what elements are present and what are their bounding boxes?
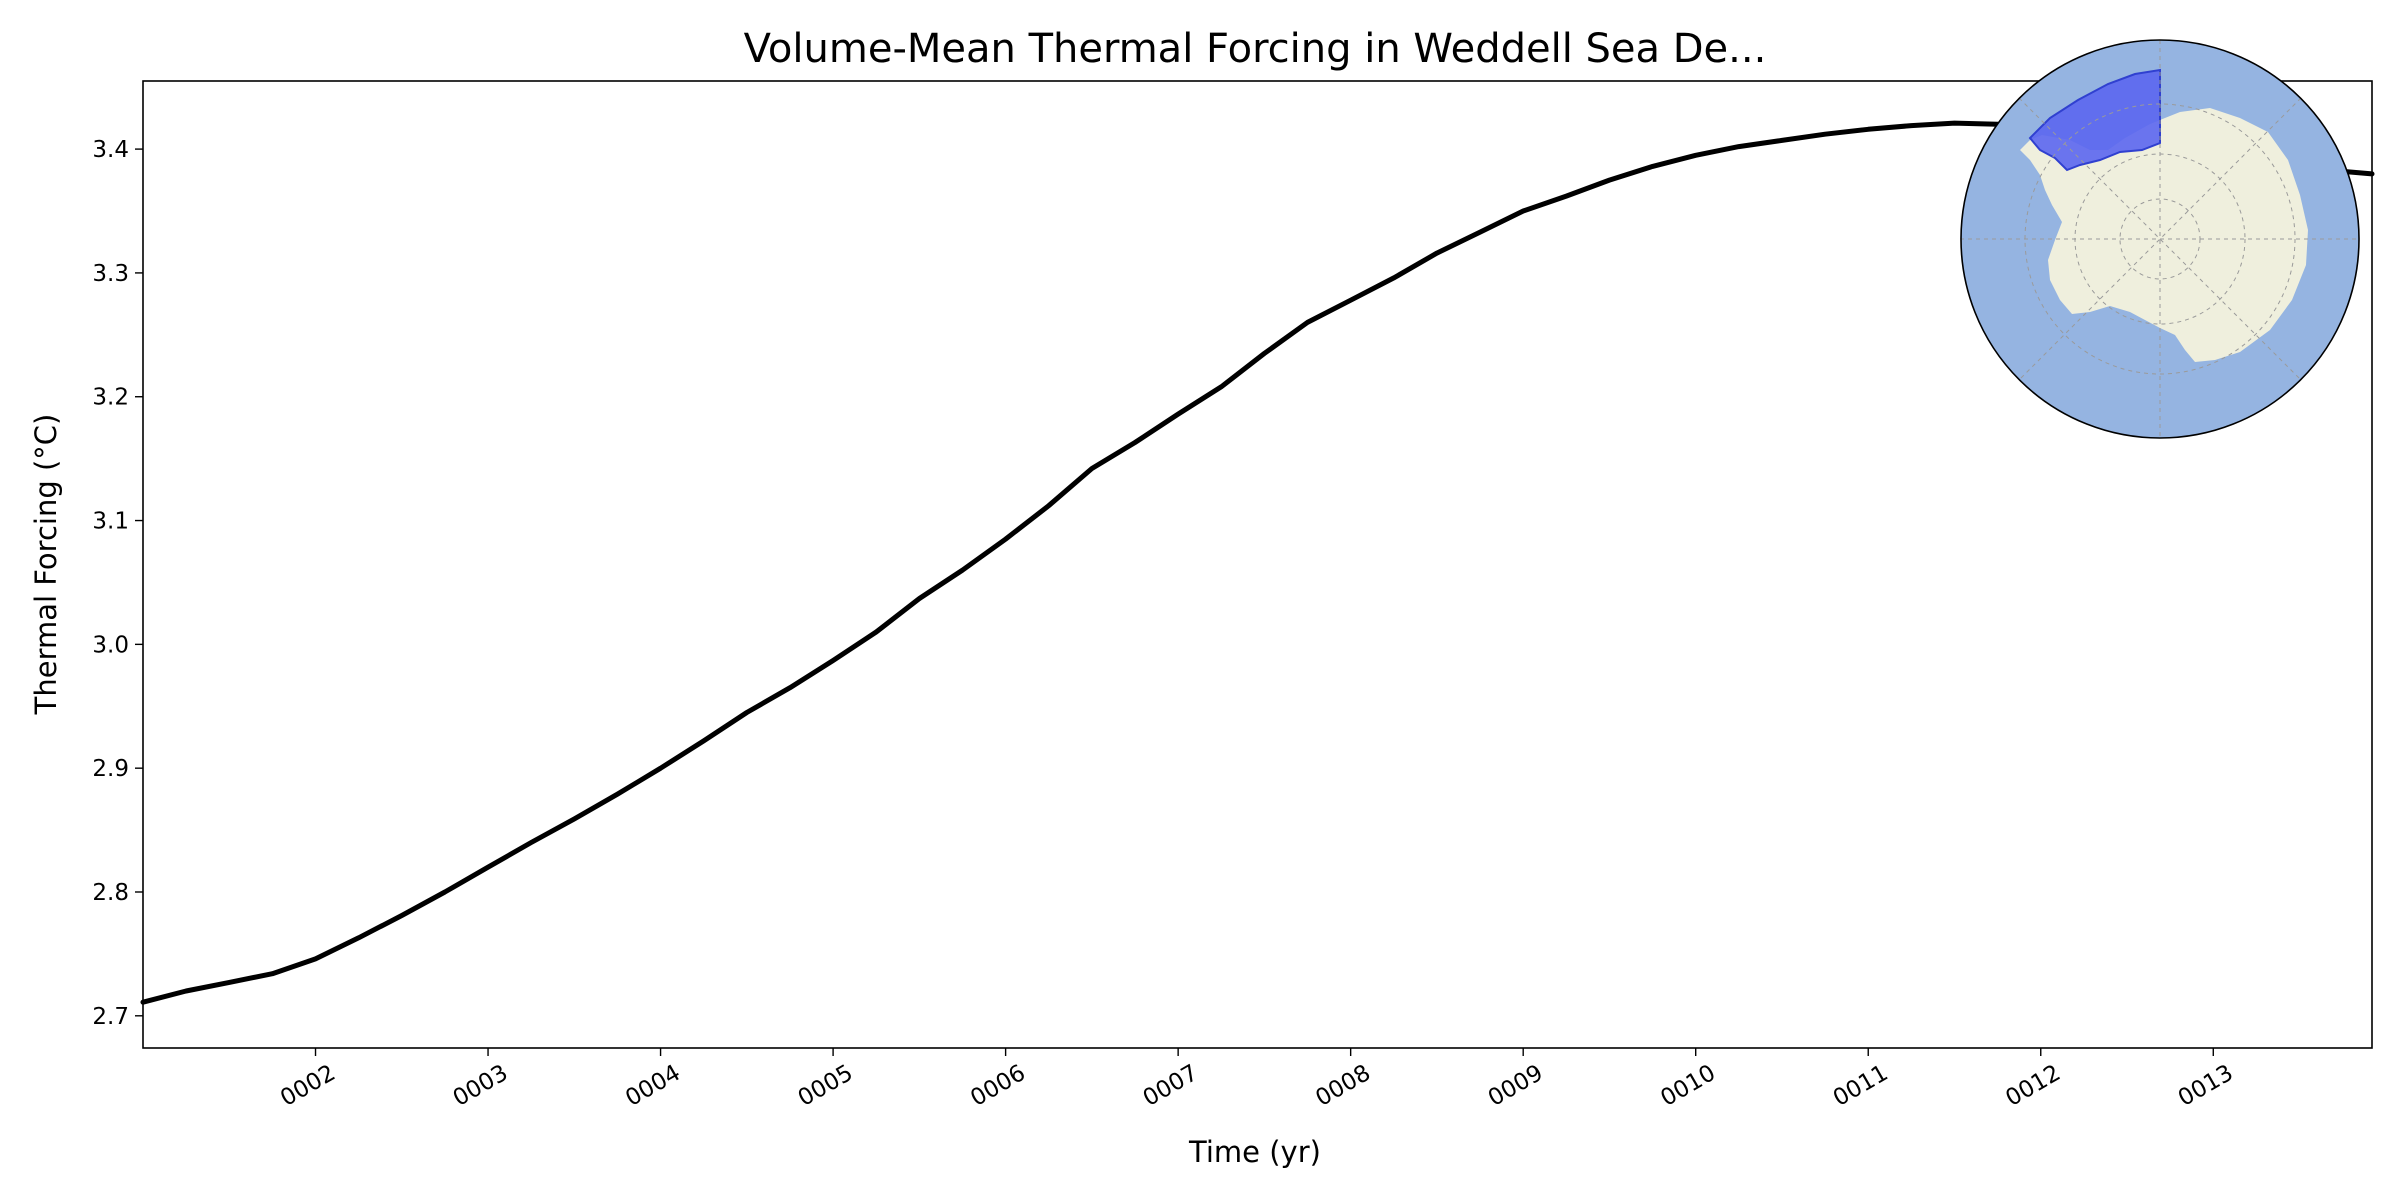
y-tick-label: 3.3 [92,261,129,287]
x-tick-label: 0009 [1484,1060,1548,1112]
y-tick-label: 3.0 [92,632,129,658]
y-tick-label: 2.9 [92,756,129,782]
x-tick-label: 0013 [2174,1060,2238,1112]
weddell-sea-region [2028,68,2161,172]
y-axis-label: Thermal Forcing (°C) [29,414,63,716]
x-tick-label: 0006 [966,1060,1030,1112]
x-tick-label: 0008 [1311,1060,1375,1112]
x-tick-label: 0002 [276,1060,340,1112]
x-tick-label: 0004 [621,1060,685,1112]
y-tick-label: 3.1 [92,509,129,535]
x-tick-label: 0012 [2001,1060,2065,1112]
y-tick-label: 3.4 [92,137,129,163]
x-tick-label: 0011 [1829,1060,1893,1112]
graticule [1961,40,2359,438]
x-tick-label: 0007 [1139,1060,1203,1112]
y-tick-label: 2.8 [92,880,129,906]
chart-title: Volume-Mean Thermal Forcing in Weddell S… [744,26,1767,72]
x-tick-label: 0010 [1656,1060,1720,1112]
y-tick-label: 2.7 [92,1004,129,1030]
x-axis: 0002 0003 0004 0005 0006 0007 0008 0009 0010 0011… [276,1048,2238,1112]
x-tick-label: 0003 [449,1060,513,1112]
globe-outline [1960,39,2360,439]
y-tick-label: 3.2 [92,385,129,411]
x-axis-label: Time (yr) [1188,1135,1321,1169]
y-axis: 2.7 2.8 2.9 3.0 3.1 3.2 3.3 3.4 [92,137,143,1030]
x-tick-label: 0005 [794,1060,858,1112]
antarctica-inset-map [1960,39,2360,439]
